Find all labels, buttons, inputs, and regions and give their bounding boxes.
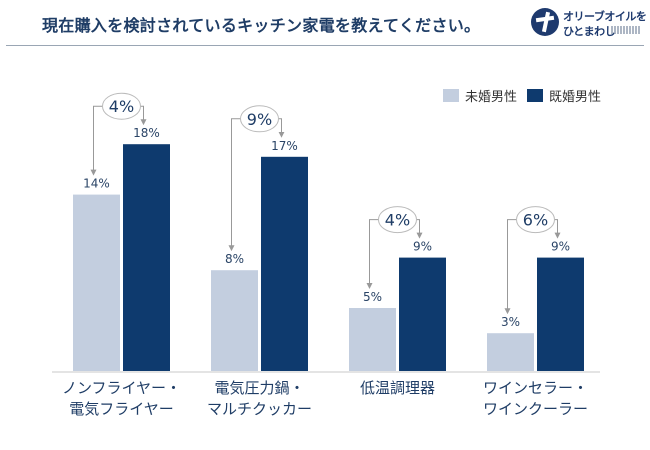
data-label-married: 18% [133, 126, 160, 140]
diff-arrow-left [366, 219, 380, 289]
diff-arrow-left [504, 219, 518, 315]
bar-married [123, 144, 170, 371]
title-divider [6, 45, 644, 46]
bar-unmarried [349, 308, 396, 371]
data-label-unmarried: 14% [83, 177, 110, 191]
bar-unmarried [487, 333, 534, 371]
diff-bubble [378, 206, 417, 234]
x-tick-label: 低温調理器 [328, 378, 468, 399]
x-tick-label: ワインセラー・ ワインクーラー [466, 378, 606, 420]
x-tick-label-line: 電気フライヤー [69, 400, 174, 418]
logo-mark-icon [531, 8, 559, 36]
x-tick-label: 電気圧力鍋・ マルチクッカー [190, 378, 330, 420]
x-tick-label: ノンフライヤー・ 電気フライヤー [52, 378, 192, 420]
data-label-unmarried: 8% [225, 252, 244, 266]
legend: 未婚男性 既婚男性 [443, 86, 601, 105]
diff-label: 9% [247, 110, 272, 129]
x-tick-label-line: 電気圧力鍋・ [214, 379, 305, 397]
bar-married [261, 156, 308, 371]
diff-label: 6% [523, 211, 548, 230]
logo-text-line1: オリーブオイルを [563, 10, 647, 23]
page-title: 現在購入を検討されているキッチン家電を教えてください。 [42, 16, 481, 35]
diff-bubble [240, 105, 279, 133]
data-label-unmarried: 5% [363, 290, 382, 304]
diff-bubble [102, 92, 141, 120]
bar-unmarried [211, 270, 258, 371]
data-label-married: 9% [551, 240, 570, 254]
data-label-married: 9% [413, 240, 432, 254]
legend-swatch-married [527, 89, 544, 102]
bar-married [537, 257, 584, 371]
x-tick-label-line: ワインクーラー [482, 400, 588, 418]
brand-logo: オリーブオイルを ひとまわし [531, 7, 647, 39]
bar-unmarried [73, 194, 120, 371]
diff-arrow-left [228, 118, 242, 252]
x-tick-label-line: マルチクッカー [206, 400, 312, 418]
logo-subtext [611, 26, 641, 34]
data-label-married: 17% [271, 139, 298, 153]
legend-label-married: 既婚男性 [549, 90, 602, 105]
diff-label: 4% [385, 211, 410, 230]
data-label-unmarried: 3% [501, 315, 520, 329]
legend-label-unmarried: 未婚男性 [465, 90, 518, 105]
diff-bubble [516, 206, 555, 234]
diff-label: 4% [109, 97, 134, 116]
x-tick-label-line: ノンフライヤー・ [61, 379, 182, 397]
x-tick-label-line: ワインセラー・ [482, 379, 588, 397]
legend-swatch-unmarried [443, 89, 459, 102]
x-tick-label-line: 低温調理器 [359, 379, 435, 397]
diff-arrow-left [90, 105, 104, 176]
logo-text-line2: ひとまわし [563, 25, 616, 38]
bar-married [399, 257, 446, 371]
